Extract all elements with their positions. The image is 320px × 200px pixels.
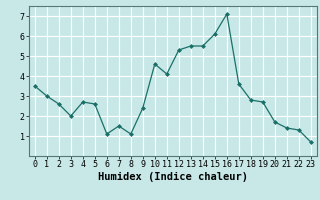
X-axis label: Humidex (Indice chaleur): Humidex (Indice chaleur) (98, 172, 248, 182)
